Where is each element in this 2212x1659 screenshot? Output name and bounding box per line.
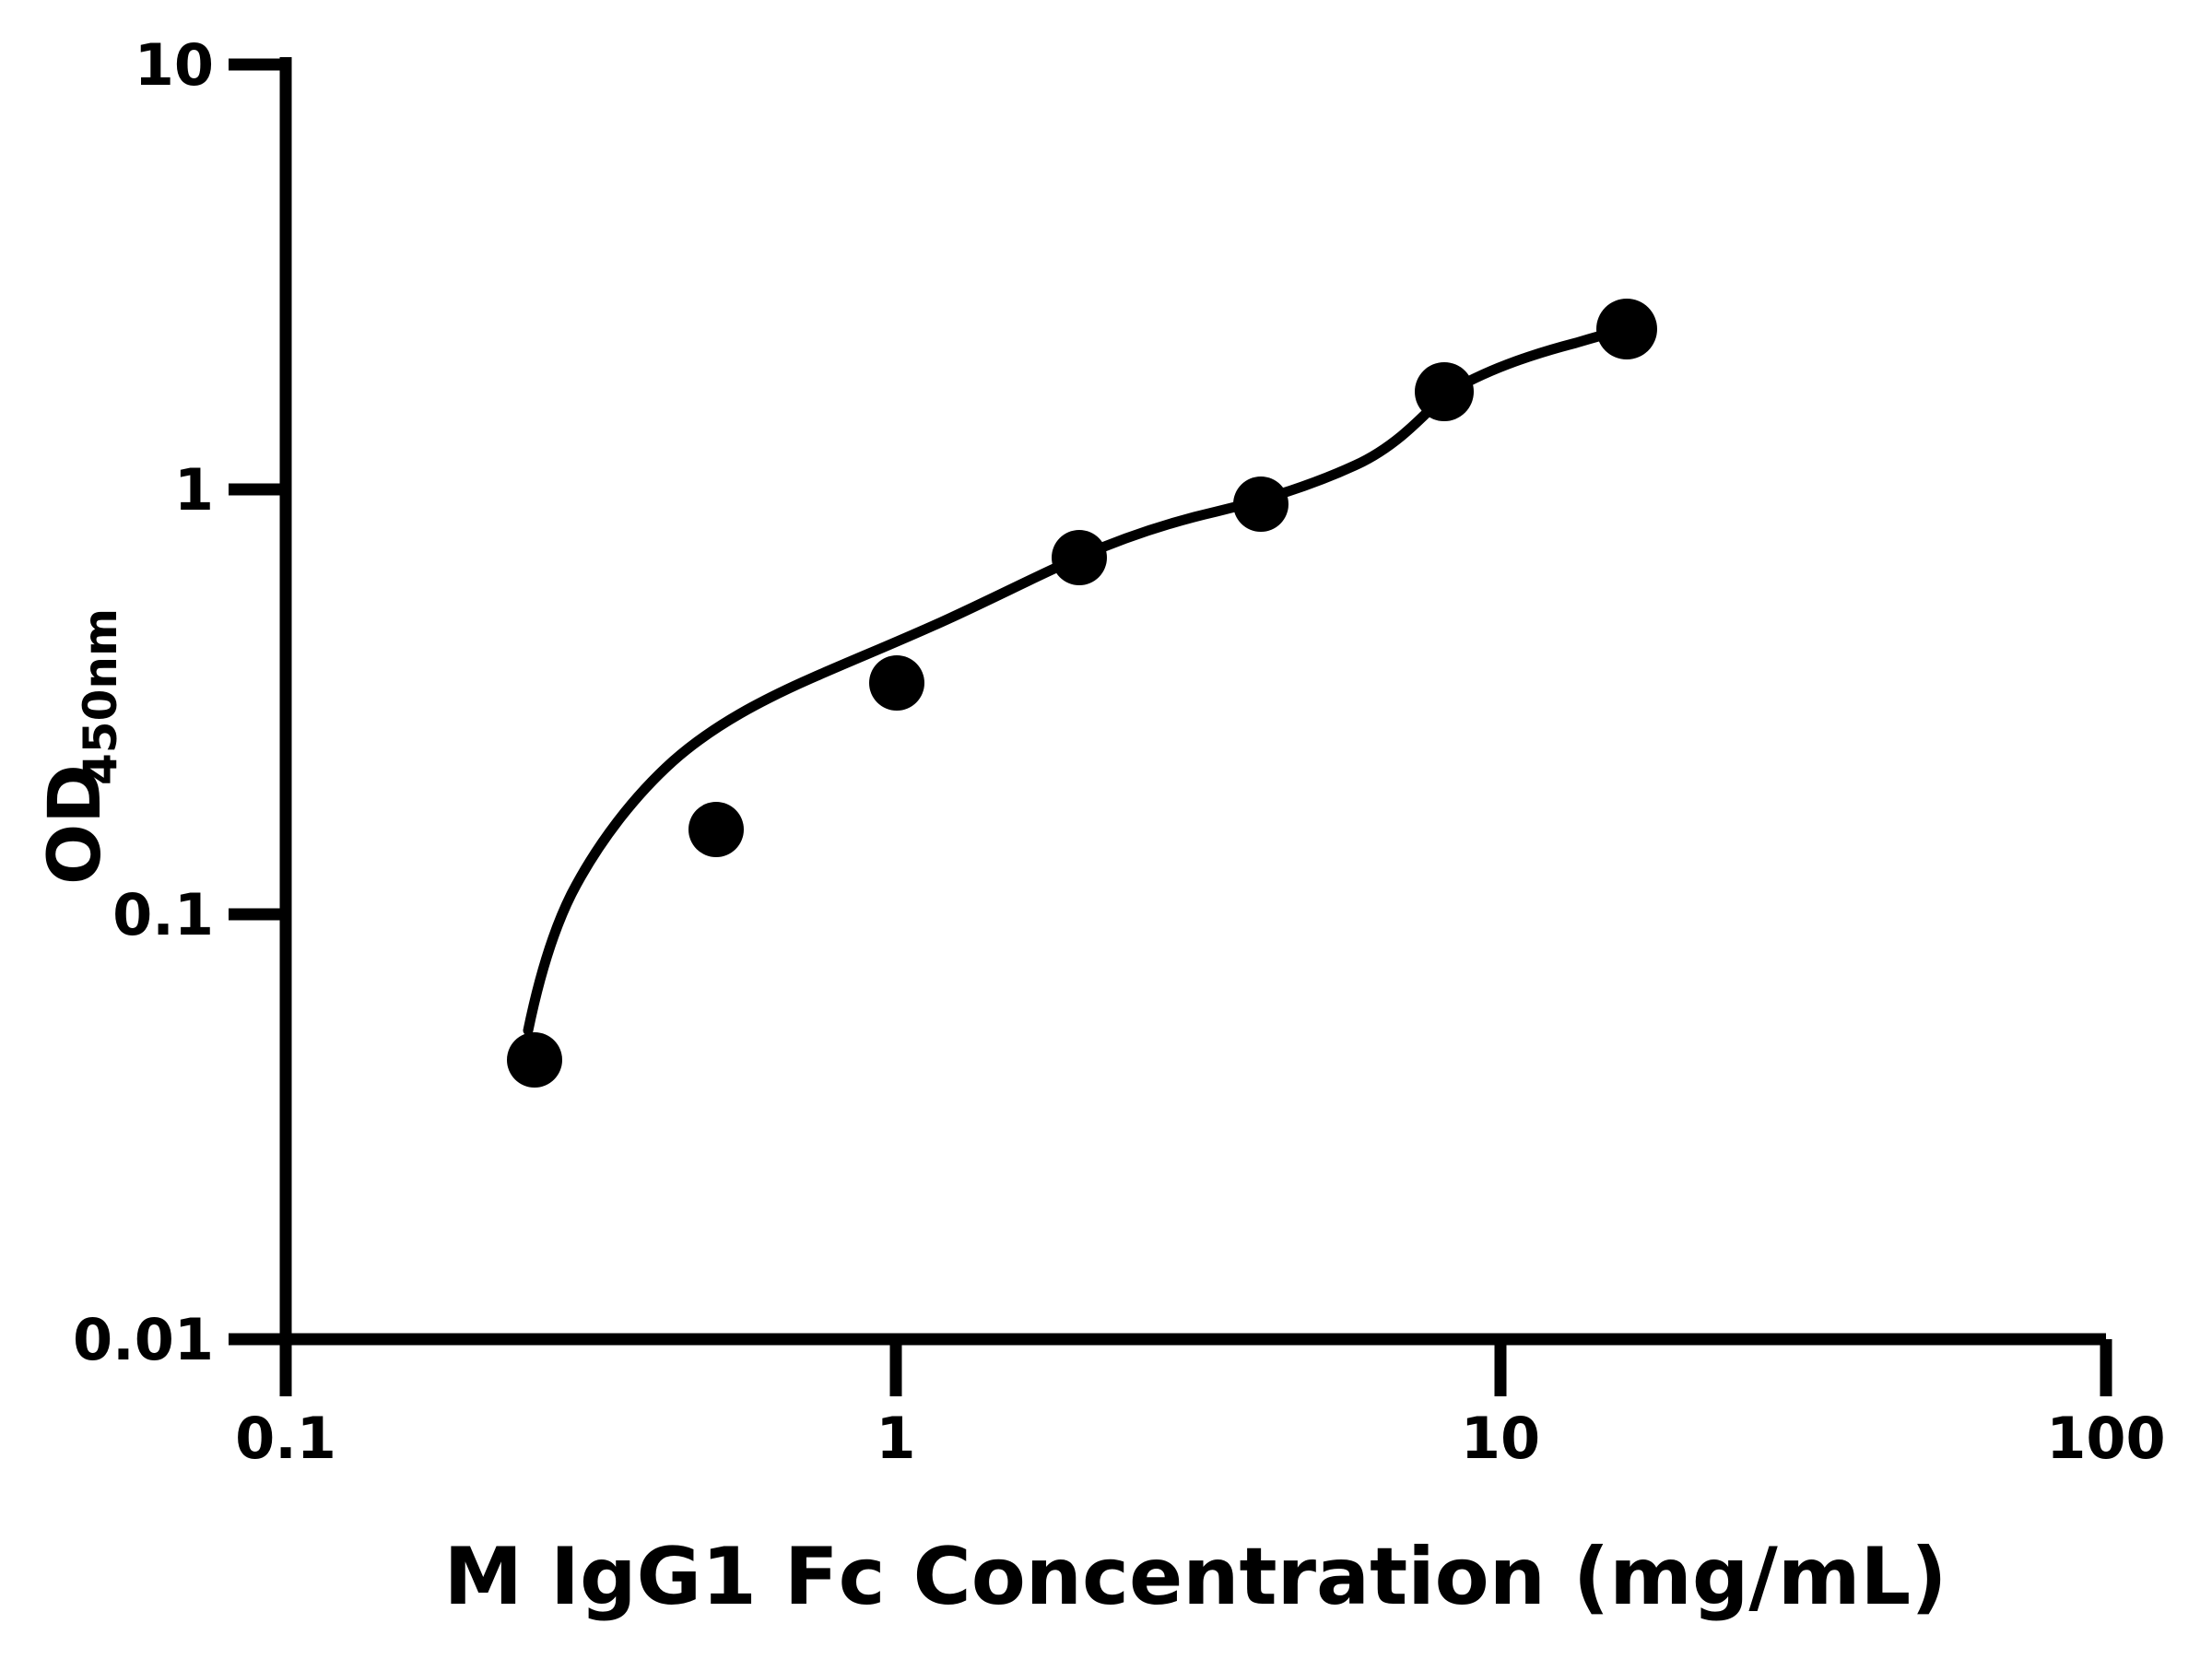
y-axis-title-subscript: 450nm [74,608,127,785]
data-point [1596,299,1657,359]
x-tick-label-100: 100 [2046,1405,2165,1472]
x-tick-label-10: 10 [1461,1405,1540,1472]
data-point [1233,477,1288,532]
y-tick-label-10: 10 [135,31,214,99]
x-axis-tick-labels: 0.1 1 10 100 [235,1405,2166,1472]
y-tick-label-0p01: 0.01 [73,1306,214,1373]
data-point [688,802,744,857]
data-markers [507,299,1657,1088]
y-axis-ticks [229,58,286,1346]
x-tick-label-1: 1 [876,1405,915,1472]
y-axis-tick-labels: 10 1 0.1 0.01 [73,31,214,1373]
axis-spines [279,57,2106,1346]
data-point [1052,530,1107,585]
x-tick-label-0p1: 0.1 [235,1405,336,1472]
y-tick-label-1: 1 [174,456,214,524]
data-point [869,655,924,711]
y-axis-title-main: OD [34,764,117,885]
x-axis-ticks [279,1339,2112,1396]
data-point [507,1032,562,1088]
fit-curve [523,324,1631,1036]
data-point [1415,362,1474,421]
x-axis-title: M IgG1 Fc Concentration (mg/mL) [443,1531,1947,1623]
y-tick-label-0p1: 0.1 [112,881,214,948]
y-axis-title: OD 450nm [34,608,127,885]
